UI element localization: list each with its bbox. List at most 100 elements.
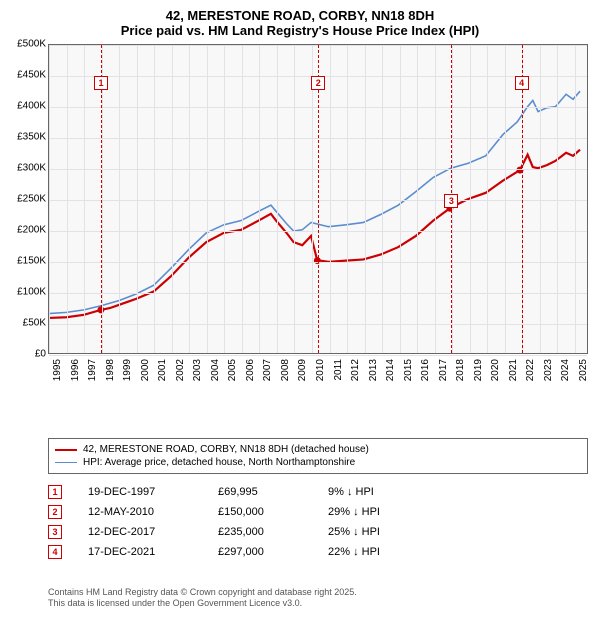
x-tick-label: 2023 <box>543 359 554 381</box>
table-row: 2 12-MAY-2010£150,00029% ↓ HPI <box>48 502 428 522</box>
x-tick-label: 2017 <box>438 359 449 381</box>
x-tick-label: 2000 <box>140 359 151 381</box>
sale-pct-vs-hpi: 25% ↓ HPI <box>328 526 428 538</box>
grid-v <box>172 45 173 353</box>
sale-price: £69,995 <box>218 486 328 498</box>
grid-v <box>347 45 348 353</box>
grid-v <box>84 45 85 353</box>
x-tick-label: 2005 <box>227 359 238 381</box>
y-tick-label: £400K <box>17 101 46 112</box>
marker-line <box>318 45 319 353</box>
grid-v <box>49 45 50 353</box>
x-tick-label: 2008 <box>280 359 291 381</box>
x-tick-label: 2019 <box>473 359 484 381</box>
plot-area: 1234 <box>48 44 588 354</box>
y-tick-label: £50K <box>23 318 46 329</box>
sale-date: 12-MAY-2010 <box>88 506 218 518</box>
sale-number-box: 2 <box>48 505 62 519</box>
x-tick-label: 2014 <box>385 359 396 381</box>
grid-h <box>49 355 587 356</box>
y-tick-label: £100K <box>17 287 46 298</box>
footer-line-2: This data is licensed under the Open Gov… <box>48 598 357 610</box>
x-tick-label: 1998 <box>105 359 116 381</box>
grid-v <box>224 45 225 353</box>
y-tick-label: £450K <box>17 70 46 81</box>
grid-v <box>382 45 383 353</box>
grid-v <box>435 45 436 353</box>
grid-v <box>540 45 541 353</box>
x-tick-label: 2025 <box>578 359 589 381</box>
y-tick-label: £150K <box>17 256 46 267</box>
series-line <box>49 91 580 313</box>
marker-line <box>101 45 102 353</box>
grid-v <box>137 45 138 353</box>
sale-date: 12-DEC-2017 <box>88 526 218 538</box>
sale-price: £297,000 <box>218 546 328 558</box>
legend-swatch-icon <box>55 462 77 463</box>
x-tick-label: 1999 <box>122 359 133 381</box>
x-tick-label: 2001 <box>157 359 168 381</box>
y-tick-label: £350K <box>17 132 46 143</box>
x-tick-label: 2009 <box>297 359 308 381</box>
sale-date: 17-DEC-2021 <box>88 546 218 558</box>
sale-pct-vs-hpi: 29% ↓ HPI <box>328 506 428 518</box>
grid-v <box>154 45 155 353</box>
chart-area: 1234 19951996199719981999200020012002200… <box>0 44 600 404</box>
legend-label: 42, MERESTONE ROAD, CORBY, NN18 8DH (det… <box>83 444 369 455</box>
title-line-1: 42, MERESTONE ROAD, CORBY, NN18 8DH <box>0 8 600 23</box>
grid-v <box>330 45 331 353</box>
grid-v <box>575 45 576 353</box>
x-tick-label: 2024 <box>560 359 571 381</box>
title-block: 42, MERESTONE ROAD, CORBY, NN18 8DH Pric… <box>0 0 600 38</box>
grid-v <box>242 45 243 353</box>
x-tick-label: 2012 <box>350 359 361 381</box>
grid-v <box>470 45 471 353</box>
x-tick-label: 2018 <box>455 359 466 381</box>
grid-v <box>400 45 401 353</box>
sale-number-box: 1 <box>48 485 62 499</box>
x-tick-label: 2011 <box>333 359 344 381</box>
grid-v <box>259 45 260 353</box>
x-tick-label: 2016 <box>420 359 431 381</box>
marker-line <box>522 45 523 353</box>
table-row: 3 12-DEC-2017£235,00025% ↓ HPI <box>48 522 428 542</box>
sale-price: £235,000 <box>218 526 328 538</box>
marker-number-box: 2 <box>311 76 325 90</box>
x-tick-label: 2003 <box>192 359 203 381</box>
table-row: 417-DEC-2021£297,00022% ↓ HPI <box>48 542 428 562</box>
x-tick-label: 1995 <box>52 359 63 381</box>
grid-v <box>365 45 366 353</box>
footer-line-1: Contains HM Land Registry data © Crown c… <box>48 587 357 599</box>
legend-swatch-icon <box>55 449 77 451</box>
legend-row: HPI: Average price, detached house, Nort… <box>55 456 581 469</box>
grid-v <box>119 45 120 353</box>
y-tick-label: £300K <box>17 163 46 174</box>
y-tick-label: £500K <box>17 39 46 50</box>
sale-price: £150,000 <box>218 506 328 518</box>
x-tick-label: 2007 <box>262 359 273 381</box>
x-tick-label: 2002 <box>175 359 186 381</box>
grid-v <box>277 45 278 353</box>
grid-v <box>557 45 558 353</box>
page-root: 42, MERESTONE ROAD, CORBY, NN18 8DH Pric… <box>0 0 600 620</box>
grid-v <box>487 45 488 353</box>
grid-v <box>505 45 506 353</box>
legend-label: HPI: Average price, detached house, Nort… <box>83 457 355 468</box>
y-tick-label: £0 <box>35 349 46 360</box>
legend-box: 42, MERESTONE ROAD, CORBY, NN18 8DH (det… <box>48 438 588 474</box>
grid-v <box>312 45 313 353</box>
legend-row: 42, MERESTONE ROAD, CORBY, NN18 8DH (det… <box>55 443 581 456</box>
grid-v <box>294 45 295 353</box>
grid-v <box>189 45 190 353</box>
x-tick-label: 2006 <box>245 359 256 381</box>
title-line-2: Price paid vs. HM Land Registry's House … <box>0 23 600 38</box>
y-tick-label: £200K <box>17 225 46 236</box>
marker-number-box: 3 <box>444 194 458 208</box>
sales-table: 119-DEC-1997£69,9959% ↓ HPI212-MAY-2010£… <box>48 482 428 562</box>
sale-date: 19-DEC-1997 <box>88 486 218 498</box>
grid-v <box>67 45 68 353</box>
sale-number-box: 3 <box>48 525 62 539</box>
x-tick-label: 2004 <box>210 359 221 381</box>
table-row: 119-DEC-1997£69,9959% ↓ HPI <box>48 482 428 502</box>
x-tick-label: 1996 <box>70 359 81 381</box>
